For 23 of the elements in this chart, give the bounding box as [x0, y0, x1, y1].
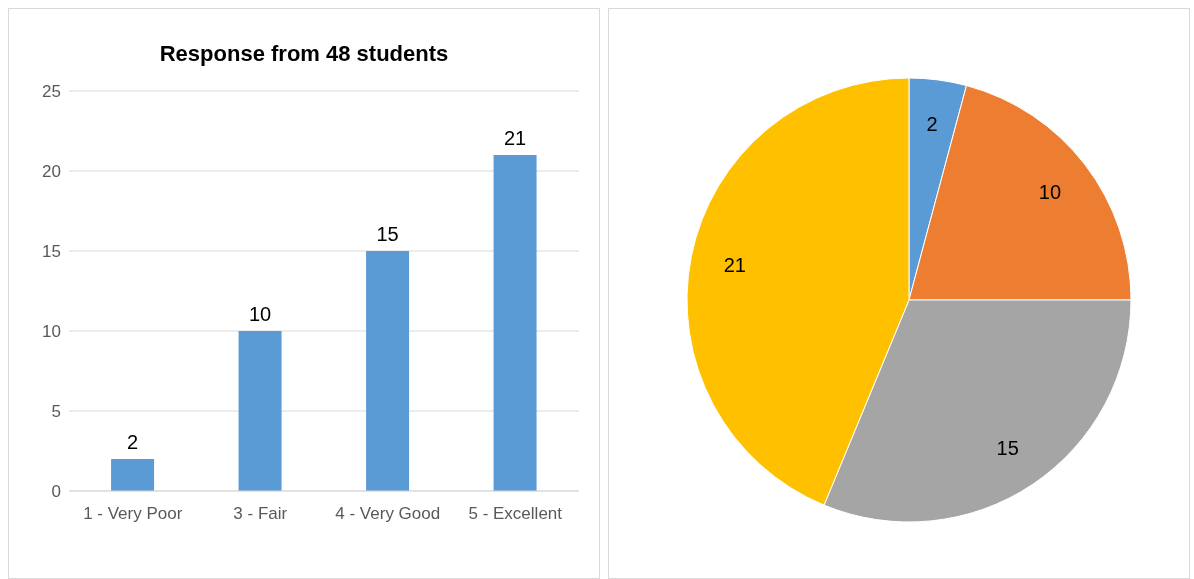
- x-tick-label: 4 - Very Good: [335, 504, 441, 523]
- y-tick-label: 20: [42, 162, 61, 182]
- bar: [493, 155, 537, 491]
- data-label: 2: [127, 431, 139, 453]
- x-tick-label: 1 - Very Poor: [83, 504, 183, 523]
- data-label: 10: [1038, 180, 1062, 203]
- bar: [111, 459, 155, 491]
- data-label: 15: [996, 436, 1019, 459]
- chart-title: Response from 48 students: [158, 41, 450, 68]
- y-tick-label: 10: [42, 322, 61, 342]
- bar: [366, 251, 410, 491]
- y-tick-label: 15: [42, 242, 61, 262]
- bar: [238, 331, 282, 491]
- data-label: 2: [926, 112, 938, 135]
- x-tick-label: 3 - Fair: [233, 504, 288, 523]
- y-tick-label: 0: [51, 482, 61, 502]
- y-tick-label: 25: [42, 82, 61, 102]
- data-label: 15: [376, 223, 399, 245]
- y-tick-label: 5: [51, 402, 61, 422]
- data-label: 10: [248, 303, 272, 325]
- x-tick-label: 5 - Excellent: [468, 504, 563, 523]
- data-label: 21: [723, 254, 746, 277]
- data-label: 21: [503, 127, 527, 149]
